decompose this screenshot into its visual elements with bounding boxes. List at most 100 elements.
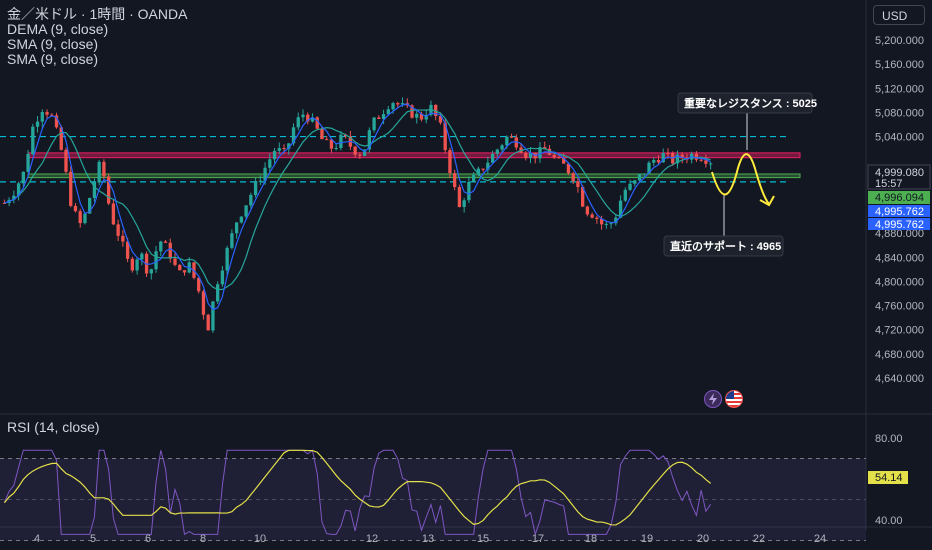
price-tick-label: 4,640.000 <box>875 373 924 385</box>
candle-body <box>590 214 594 218</box>
candle-body <box>59 127 63 150</box>
candle-body <box>419 113 424 120</box>
current-price-tag <box>867 164 931 190</box>
resistance-callout-box <box>677 92 813 114</box>
candle-body <box>315 117 319 129</box>
candle-body <box>220 270 225 285</box>
candle-body <box>566 163 571 174</box>
support-zone <box>27 173 801 179</box>
candle-body <box>661 153 665 163</box>
candle-body <box>647 162 651 174</box>
candle-body <box>467 181 471 201</box>
candle-body <box>45 111 49 115</box>
candle-body <box>377 117 381 120</box>
price-tick-label: 4,880.000 <box>875 228 924 240</box>
lightning-icon[interactable] <box>704 390 722 408</box>
candle-body <box>372 117 376 131</box>
candle-body <box>216 284 220 302</box>
price-tick-label: 5,120.000 <box>875 83 924 95</box>
candle-body <box>54 115 59 128</box>
price-tick-label: 5,040.000 <box>875 132 924 144</box>
price-tick-label: 4,840.000 <box>875 252 924 264</box>
candle-body <box>585 206 590 215</box>
candle-body <box>21 171 25 184</box>
dema2-price-tag <box>868 218 930 230</box>
candle-body <box>182 270 187 273</box>
candle-body <box>538 147 542 159</box>
candle-body <box>201 291 206 315</box>
price-tick-label: 4,760.000 <box>875 301 924 313</box>
time-tick-label: 24 <box>814 533 826 545</box>
candle-body <box>595 217 599 219</box>
time-tick-label: 13 <box>422 533 434 545</box>
indicator-sma-1: SMA (9, close) <box>7 36 99 52</box>
candle-body <box>367 130 372 150</box>
candle-body <box>704 160 708 164</box>
time-tick-label: 17 <box>532 533 544 545</box>
candle-body <box>306 114 310 122</box>
candle-body <box>424 114 428 120</box>
candle-body <box>396 103 400 105</box>
sma-line <box>4 109 711 291</box>
dema-price-tag <box>868 205 930 217</box>
candle-body <box>656 160 661 163</box>
candle-body <box>490 153 495 163</box>
candle-body <box>277 148 281 151</box>
time-tick-label: 6 <box>145 533 151 545</box>
candle-body <box>362 149 367 156</box>
candle-body <box>509 136 514 138</box>
candle-body <box>258 180 262 182</box>
candle-body <box>325 139 329 141</box>
rsi-tick-label: 80.00 <box>875 433 903 445</box>
candle-body <box>453 173 457 188</box>
us-flag-icon[interactable] <box>725 390 743 408</box>
rsi-value: 54.14 <box>875 472 903 484</box>
candle-body <box>140 253 144 260</box>
sma-price-tag <box>868 191 930 204</box>
candle-body <box>528 152 533 158</box>
candle-body <box>69 171 73 206</box>
price-tick-label: 4,800.000 <box>875 276 924 288</box>
candle-body <box>178 264 182 271</box>
candle-body <box>543 147 547 149</box>
candle-body <box>35 121 40 127</box>
time-tick-label: 20 <box>697 533 709 545</box>
current-price-time: 15:57 <box>875 178 903 190</box>
candle-body <box>514 137 518 148</box>
sma-price-value: 4,996.094 <box>875 192 924 204</box>
candle-body <box>125 241 130 259</box>
candle-body <box>637 174 642 181</box>
rsi-tick-label: 40.00 <box>875 515 903 527</box>
candle-body <box>121 235 125 242</box>
candle-body <box>391 103 395 110</box>
candle-body <box>16 183 21 196</box>
candle-body <box>239 216 244 223</box>
candle-body <box>699 159 703 161</box>
support-callout-text: 直近のサポート : 4965 <box>670 239 781 253</box>
candle-body <box>329 139 334 149</box>
dema2-price-value: 4,995.762 <box>875 219 924 231</box>
candle-body <box>154 251 158 270</box>
candle-body <box>675 154 680 164</box>
time-tick-label: 18 <box>585 533 597 545</box>
candle-body <box>571 173 575 182</box>
time-tick-label: 19 <box>641 533 653 545</box>
candle-body <box>310 117 315 122</box>
candle-body <box>694 153 699 160</box>
time-tick-label: 15 <box>477 533 489 545</box>
candle-body <box>415 113 419 118</box>
candle-body <box>230 233 234 248</box>
candle-body <box>12 195 16 200</box>
candle-body <box>206 314 210 331</box>
currency-button[interactable]: USD <box>873 5 925 25</box>
price-tick-label: 5,160.000 <box>875 59 924 71</box>
candle-body <box>495 149 499 154</box>
price-tick-label: 5,080.000 <box>875 107 924 119</box>
candle-body <box>130 258 135 271</box>
candle-body <box>552 154 556 158</box>
candle-body <box>652 160 656 163</box>
candle-body <box>268 159 272 168</box>
projection-arrowhead <box>759 195 775 207</box>
symbol-title: 金／米ドル · 1時間 · OANDA <box>7 6 188 22</box>
